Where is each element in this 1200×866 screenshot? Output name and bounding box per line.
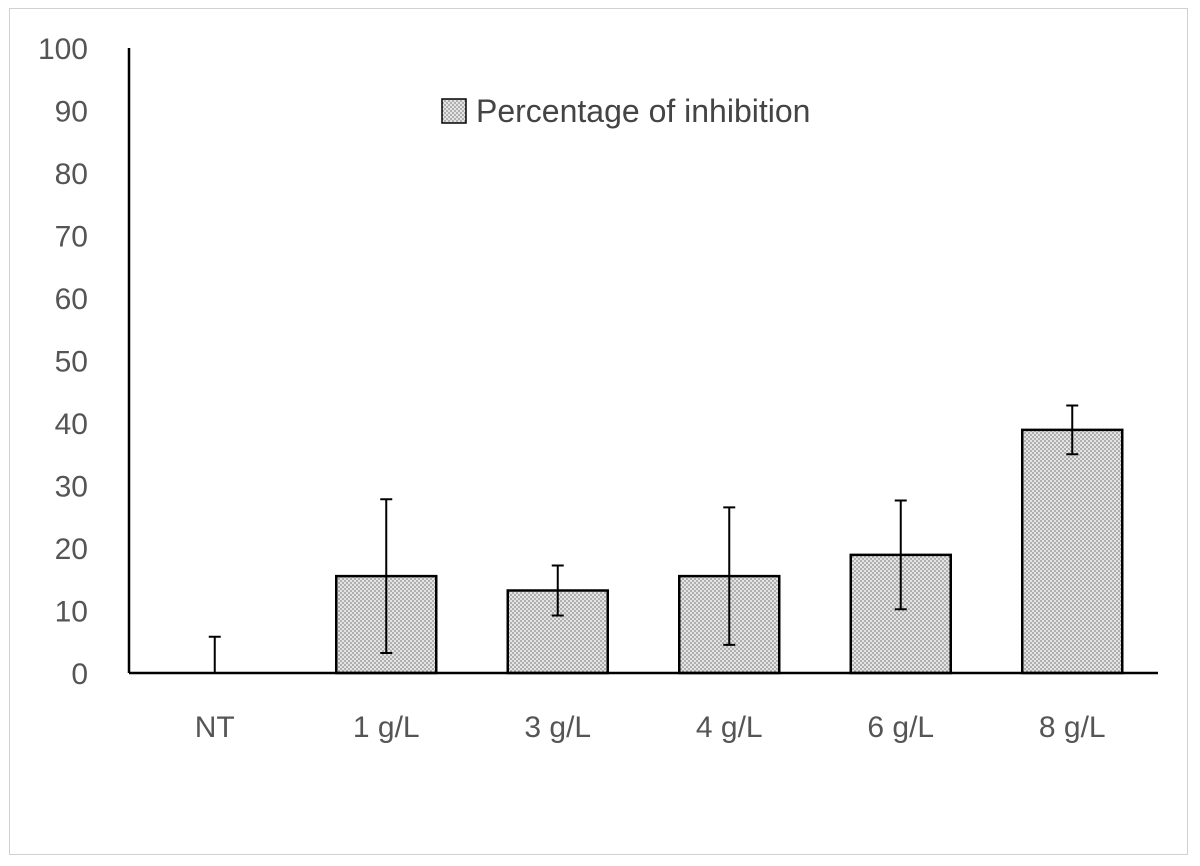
y-tick-label: 10: [55, 596, 88, 629]
y-tick-label: 40: [55, 408, 88, 441]
x-tick-label: NT: [195, 711, 235, 744]
x-tick-label: 1 g/L: [353, 711, 420, 744]
error-bar: [208, 635, 221, 673]
error-bars: [208, 404, 1079, 673]
y-tick-label: 30: [55, 471, 88, 504]
x-tick-label: 3 g/L: [524, 711, 591, 744]
error-bar: [1066, 404, 1079, 456]
error-bar: [894, 499, 907, 611]
x-tick-label: 4 g/L: [696, 711, 763, 744]
x-tick-label: 8 g/L: [1039, 711, 1106, 744]
y-tick-label: 20: [55, 533, 88, 566]
bar: [1021, 428, 1124, 675]
error-bar: [551, 564, 564, 617]
y-tick-label: 60: [55, 283, 88, 316]
legend-label: Percentage of inhibition: [476, 93, 810, 129]
y-tick-label: 50: [55, 346, 88, 379]
y-tick-label: 90: [55, 96, 88, 129]
x-axis-tick-labels: NT 1 g/L 3 g/L 4 g/L 6 g/L 8 g/L: [195, 711, 1106, 744]
y-tick-label: 80: [55, 158, 88, 191]
y-axis-tick-labels: 0 10 20 30 40 50 60 70 80 90 100: [38, 33, 88, 691]
y-tick-label: 0: [71, 658, 88, 691]
legend: Percentage of inhibition: [441, 93, 810, 129]
legend-swatch: [441, 98, 467, 124]
chart-frame: [9, 8, 1188, 855]
x-tick-label: 6 g/L: [867, 711, 934, 744]
error-bar: [380, 498, 393, 654]
y-tick-label: 100: [38, 33, 88, 66]
error-bar: [723, 506, 736, 646]
y-tick-label: 70: [55, 221, 88, 254]
bars: [335, 428, 1124, 675]
